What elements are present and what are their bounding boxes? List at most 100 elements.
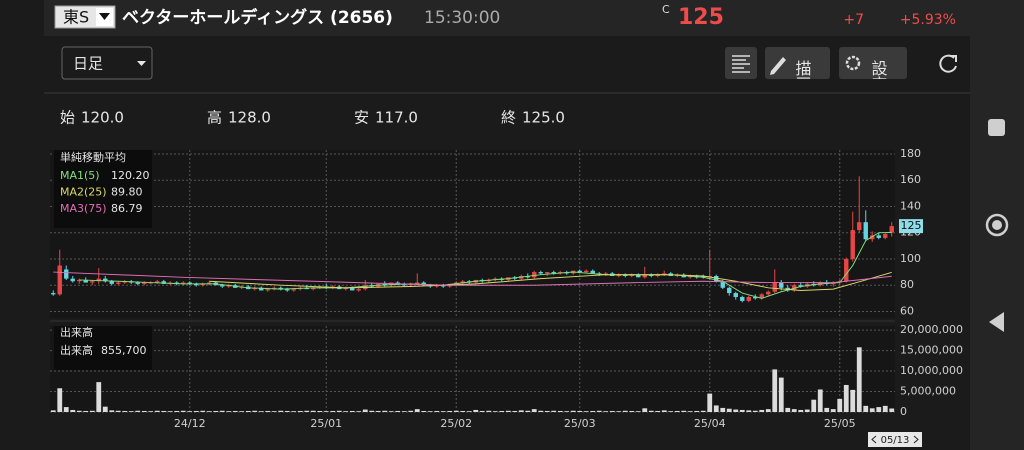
volume-bar bbox=[109, 410, 115, 412]
period-select[interactable] bbox=[61, 46, 153, 80]
volume-bar bbox=[557, 410, 563, 412]
volume-bar bbox=[343, 411, 349, 412]
candle-body bbox=[200, 283, 205, 286]
volume-bar bbox=[479, 410, 485, 412]
volume-bar bbox=[733, 409, 739, 412]
candle-body bbox=[441, 285, 446, 287]
volume-bar bbox=[148, 411, 154, 412]
legend-name: MA2(25) bbox=[60, 186, 107, 199]
volume-bar bbox=[720, 407, 726, 412]
candle-body bbox=[642, 274, 647, 278]
candle-body bbox=[421, 282, 426, 286]
candle-body bbox=[90, 281, 95, 283]
settings-button[interactable]: 設定 bbox=[839, 47, 907, 92]
ohlc-value: 120.0 bbox=[81, 109, 124, 127]
candle-body bbox=[220, 285, 225, 287]
current-date: 05/13 bbox=[881, 435, 910, 446]
change-pct: +5.93% bbox=[900, 12, 956, 28]
date-arrows bbox=[871, 435, 919, 444]
volume-bar bbox=[57, 388, 63, 412]
volume-bar bbox=[213, 410, 219, 412]
volume-bar bbox=[330, 410, 336, 412]
volume-bar bbox=[226, 411, 232, 412]
volume-bar bbox=[128, 411, 134, 412]
y-tick-label: 180 bbox=[900, 147, 921, 160]
y-tick-label: 80 bbox=[900, 278, 914, 291]
volume-bar bbox=[505, 410, 511, 412]
volume-bar bbox=[570, 410, 576, 412]
volume-bar bbox=[824, 407, 830, 412]
y-tick-label: 100 bbox=[900, 252, 921, 265]
volume-bar bbox=[362, 409, 368, 412]
legend-name: MA1(5) bbox=[60, 169, 100, 182]
candle-body bbox=[876, 235, 881, 238]
candle-body bbox=[181, 282, 186, 284]
volume-bar bbox=[141, 410, 147, 412]
volume-bar bbox=[791, 409, 797, 412]
volume-bar bbox=[785, 407, 791, 412]
volume-bar bbox=[889, 408, 895, 412]
y-tick-label: 10,000,000 bbox=[900, 364, 963, 377]
legend-value: 120.20 bbox=[111, 169, 150, 182]
candle-body bbox=[259, 287, 264, 291]
volume-bar bbox=[167, 411, 173, 412]
volume-legend-name: 出来高 bbox=[60, 343, 93, 357]
volume-bar bbox=[83, 410, 89, 412]
volume-bar bbox=[427, 411, 433, 412]
candle-body bbox=[889, 226, 894, 233]
volume-bar bbox=[726, 408, 732, 412]
volume-bar bbox=[122, 410, 128, 412]
x-tick-label: 24/12 bbox=[174, 417, 206, 430]
volume-bar bbox=[323, 411, 329, 412]
volume-bar bbox=[310, 410, 316, 412]
volume-bar bbox=[642, 408, 648, 412]
x-tick-label: 25/04 bbox=[694, 417, 726, 430]
candle-body bbox=[155, 281, 160, 283]
pen-icon bbox=[770, 57, 786, 75]
candle-body bbox=[70, 278, 75, 282]
candle-body bbox=[844, 258, 849, 282]
volume-bar bbox=[538, 410, 544, 412]
ohlc-value: 117.0 bbox=[375, 109, 418, 127]
nav-home[interactable] bbox=[985, 213, 1009, 237]
volume-bar bbox=[544, 410, 550, 412]
candle-body bbox=[766, 291, 771, 295]
volume-bar bbox=[622, 410, 628, 412]
draw-label: 描画 bbox=[793, 60, 812, 92]
volume-bar bbox=[421, 410, 427, 412]
volume-bar bbox=[180, 410, 186, 412]
nav-home-dot bbox=[992, 220, 1002, 230]
volume-bar bbox=[694, 410, 700, 412]
candle-body bbox=[857, 222, 862, 231]
volume-bar bbox=[50, 410, 56, 412]
volume-bar bbox=[772, 369, 778, 412]
volume-bar bbox=[401, 411, 407, 412]
volume-bar bbox=[512, 410, 518, 412]
legend-name: MA3(75) bbox=[60, 202, 107, 215]
volume-bar bbox=[746, 410, 752, 412]
volume-bar bbox=[759, 409, 765, 412]
nav-recent[interactable] bbox=[988, 119, 1005, 136]
nav-back[interactable] bbox=[989, 312, 1004, 332]
volume-bar bbox=[752, 410, 758, 412]
volume-bar bbox=[798, 409, 804, 412]
volume-bar bbox=[635, 411, 641, 412]
volume-bar bbox=[349, 410, 355, 412]
volume-bar bbox=[577, 410, 583, 412]
date-box[interactable] bbox=[868, 432, 922, 447]
volume-bar bbox=[583, 411, 589, 412]
refresh-icon[interactable] bbox=[939, 54, 957, 73]
draw-button[interactable]: 描画 bbox=[765, 47, 830, 92]
volume-bar bbox=[369, 410, 375, 412]
candle-body bbox=[395, 282, 400, 284]
volume-bar bbox=[603, 411, 609, 412]
volume-bar bbox=[291, 411, 297, 412]
candle-body bbox=[863, 222, 868, 240]
volume-bar bbox=[668, 411, 674, 412]
volume-bar bbox=[486, 410, 492, 412]
volume-bar bbox=[154, 410, 160, 412]
volume-bar bbox=[408, 410, 414, 412]
volume-legend-title: 出来高 bbox=[60, 325, 93, 339]
list-button[interactable] bbox=[725, 47, 757, 79]
candle-body bbox=[798, 285, 803, 287]
